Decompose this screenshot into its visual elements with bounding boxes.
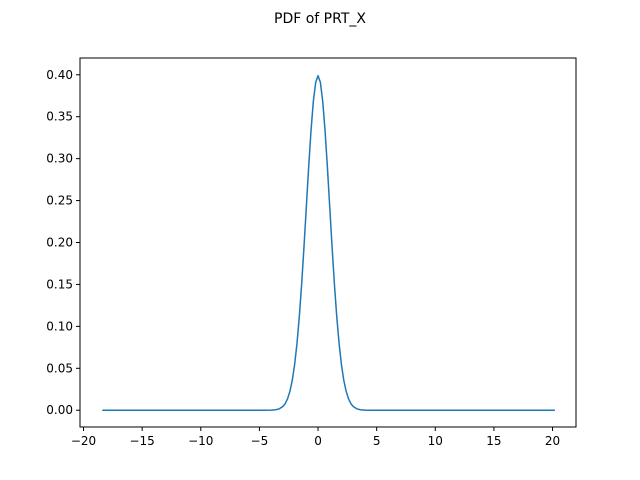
plot-frame bbox=[79, 57, 577, 428]
x-tick-label: −15 bbox=[129, 434, 154, 448]
y-tick-label: 0.35 bbox=[46, 110, 73, 124]
y-tick-label: 0.40 bbox=[46, 68, 73, 82]
x-tick-label: 10 bbox=[428, 434, 443, 448]
y-tick-label: 0.30 bbox=[46, 152, 73, 166]
x-tick-label: −5 bbox=[251, 434, 269, 448]
series-line-0 bbox=[102, 74, 555, 411]
y-tick-label: 0.10 bbox=[46, 319, 73, 333]
plot-area bbox=[102, 74, 555, 411]
chart-title: PDF of PRT_X bbox=[274, 11, 366, 27]
x-tick-label: 0 bbox=[314, 434, 322, 448]
y-tick-label: 0.25 bbox=[46, 194, 73, 208]
x-tick-label: −10 bbox=[188, 434, 213, 448]
x-tick-label: −20 bbox=[71, 434, 96, 448]
x-tick-label: 5 bbox=[373, 434, 381, 448]
y-axis: 0.00 0.05 0.10 0.15 0.20 0.25 0.30 0.35 0.40 bbox=[46, 68, 80, 417]
x-tick-label: 15 bbox=[486, 434, 501, 448]
y-tick-label: 0.20 bbox=[46, 236, 73, 250]
y-tick-label: 0.15 bbox=[46, 277, 73, 291]
y-tick-label: 0.00 bbox=[46, 403, 73, 417]
x-axis: −20 −15 −10 −5 0 5 10 15 20 bbox=[71, 427, 560, 448]
y-tick-label: 0.05 bbox=[46, 361, 73, 375]
x-tick-label: 20 bbox=[545, 434, 560, 448]
